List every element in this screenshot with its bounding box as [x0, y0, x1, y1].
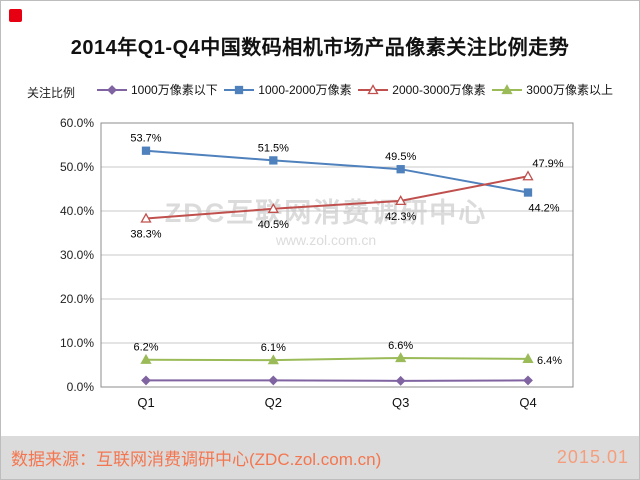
data-source-text: 数据来源：互联网消费调研中心(ZDC.zol.com.cn) [11, 450, 382, 469]
data-point-marker [268, 375, 279, 386]
data-label: 47.9% [532, 158, 563, 170]
footer: 数据来源：互联网消费调研中心(ZDC.zol.com.cn) 2015.01 [1, 436, 639, 479]
data-point-marker [523, 188, 533, 197]
data-label: 6.1% [261, 342, 286, 354]
data-label: 53.7% [130, 133, 161, 145]
y-axis-title: 关注比例 [27, 86, 76, 100]
data-point-marker [267, 354, 279, 365]
data-label: 51.5% [258, 142, 289, 154]
legend-marker-icon [97, 84, 127, 95]
data-point-marker [141, 146, 151, 155]
data-point-marker [522, 353, 534, 363]
legend-label: 2000-3000万像素 [392, 83, 486, 97]
data-point-marker [140, 353, 152, 364]
legend-label: 1000万像素以下 [131, 83, 218, 97]
legend-marker-icon [358, 83, 389, 94]
legend: 1000万像素以下 1000-2000万像素 2000-3000万像素 3000万像素… [97, 81, 613, 98]
data-point-marker [140, 212, 152, 223]
legend-marker-icon [224, 85, 255, 94]
data-point-marker [395, 352, 407, 363]
data-label: 40.5% [258, 219, 289, 231]
data-point-marker [267, 202, 279, 213]
plot-border [100, 122, 574, 388]
data-point-marker [269, 156, 278, 165]
series-line [145, 149, 529, 194]
chart-title: 2014年Q1-Q4中国数码相机市场产品像素关注比例走势 [70, 37, 570, 59]
data-point-marker [107, 84, 117, 95]
data-point-marker [396, 165, 405, 174]
data-point-marker [235, 85, 244, 94]
y-tick-label: 20.0% [60, 292, 94, 306]
data-point-marker [395, 375, 406, 386]
x-tick-label: Q2 [265, 395, 282, 410]
legend-item: 1000万像素以下 [97, 81, 218, 98]
y-tick-label: 60.0% [60, 116, 94, 130]
data-point-marker [395, 195, 407, 206]
legend-marker-icon [492, 83, 523, 94]
watermark-line2: www.zol.com.cn [275, 232, 377, 248]
data-label: 44.2% [528, 203, 559, 215]
data-label: 38.3% [130, 228, 161, 240]
footer-date: 2015.01 [556, 447, 629, 467]
data-label: 6.6% [388, 340, 413, 352]
x-tick-label: Q1 [137, 395, 154, 410]
y-tick-label: 0.0% [67, 380, 95, 394]
legend-label: 3000万像素以上 [526, 83, 613, 97]
legend-item: 2000-3000万像素 [358, 81, 486, 98]
data-label: 6.4% [537, 355, 562, 367]
data-point-marker [523, 375, 533, 386]
legend-item: 3000万像素以上 [492, 81, 613, 98]
data-label: 6.2% [133, 342, 158, 354]
y-tick-label: 50.0% [60, 160, 94, 174]
series-line [145, 356, 529, 362]
data-point-marker [501, 83, 513, 94]
data-point-marker [522, 170, 534, 181]
y-tick-label: 40.0% [60, 204, 94, 218]
data-label: 42.3% [385, 211, 416, 223]
zol-logo-icon [9, 9, 22, 22]
y-tick-label: 10.0% [60, 336, 94, 350]
data-label: 49.5% [385, 151, 416, 163]
y-tick-label: 30.0% [60, 248, 94, 262]
series-line [145, 175, 529, 220]
x-tick-label: Q4 [519, 395, 536, 410]
legend-label: 1000-2000万像素 [258, 83, 352, 97]
x-tick-label: Q3 [392, 395, 409, 410]
data-point-marker [367, 83, 379, 94]
data-point-marker [141, 375, 151, 386]
legend-item: 1000-2000万像素 [224, 81, 352, 98]
